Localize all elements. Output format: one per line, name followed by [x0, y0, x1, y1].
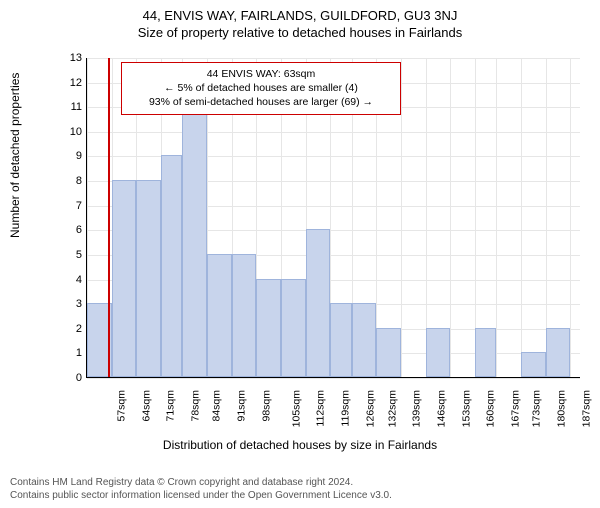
- y-tick: 7: [68, 200, 82, 212]
- histogram-bar: [112, 180, 137, 377]
- x-tick: 187sqm: [580, 390, 592, 427]
- x-tick: 98sqm: [260, 390, 272, 422]
- histogram-bar: [426, 328, 451, 377]
- x-tick: 153sqm: [460, 390, 472, 427]
- x-tick: 126sqm: [365, 390, 377, 427]
- marker-annotation: 44 ENVIS WAY: 63sqm ← 5% of detached hou…: [121, 62, 401, 115]
- gridline-v: [521, 58, 522, 377]
- annotation-line1: 44 ENVIS WAY: 63sqm: [128, 67, 394, 81]
- y-tick: 3: [68, 298, 82, 310]
- x-tick: 71sqm: [165, 390, 177, 422]
- gridline-h: [87, 378, 580, 379]
- x-tick: 139sqm: [411, 390, 423, 427]
- y-tick: 1: [68, 347, 82, 359]
- x-tick: 160sqm: [485, 390, 497, 427]
- x-tick: 146sqm: [435, 390, 447, 427]
- x-tick: 119sqm: [339, 390, 351, 427]
- plot-region: 44 ENVIS WAY: 63sqm ← 5% of detached hou…: [86, 58, 580, 378]
- histogram-bar: [521, 352, 546, 377]
- histogram-bar: [207, 254, 232, 377]
- x-tick: 57sqm: [116, 390, 128, 422]
- histogram-bar: [376, 328, 401, 377]
- footer-line2: Contains public sector information licen…: [10, 490, 392, 503]
- y-tick: 9: [68, 150, 82, 162]
- footer-line1: Contains HM Land Registry data © Crown c…: [10, 477, 392, 490]
- histogram-bar: [161, 155, 182, 377]
- address-title: 44, ENVIS WAY, FAIRLANDS, GUILDFORD, GU3…: [0, 8, 600, 23]
- y-tick: 11: [68, 101, 82, 113]
- x-tick: 180sqm: [555, 390, 567, 427]
- histogram-bar: [281, 279, 306, 377]
- attribution-footer: Contains HM Land Registry data © Crown c…: [10, 477, 392, 502]
- x-tick: 91sqm: [235, 390, 247, 422]
- x-tick: 173sqm: [531, 390, 543, 427]
- y-tick: 13: [68, 52, 82, 64]
- y-tick: 6: [68, 224, 82, 236]
- histogram-bar: [475, 328, 496, 377]
- x-axis-label: Distribution of detached houses by size …: [0, 438, 600, 452]
- y-tick: 8: [68, 175, 82, 187]
- x-tick: 167sqm: [510, 390, 522, 427]
- annotation-line2: ← 5% of detached houses are smaller (4): [128, 81, 394, 95]
- x-tick: 112sqm: [315, 390, 327, 427]
- y-tick: 10: [68, 126, 82, 138]
- histogram-bar: [330, 303, 351, 377]
- histogram-bar: [256, 279, 281, 377]
- y-tick: 12: [68, 77, 82, 89]
- x-tick: 105sqm: [291, 390, 303, 427]
- chart-area: 44 ENVIS WAY: 63sqm ← 5% of detached hou…: [50, 58, 580, 418]
- x-tick: 78sqm: [190, 390, 202, 422]
- gridline-v: [401, 58, 402, 377]
- y-tick: 5: [68, 249, 82, 261]
- x-tick: 132sqm: [386, 390, 398, 427]
- histogram-bar: [182, 106, 207, 377]
- histogram-bar: [546, 328, 571, 377]
- y-tick: 4: [68, 274, 82, 286]
- histogram-bar: [352, 303, 377, 377]
- histogram-bar: [232, 254, 257, 377]
- gridline-v: [570, 58, 571, 377]
- histogram-bar: [306, 229, 331, 377]
- y-tick: 0: [68, 372, 82, 384]
- annotation-line3: 93% of semi-detached houses are larger (…: [128, 95, 394, 109]
- x-tick: 64sqm: [140, 390, 152, 422]
- gridline-v: [496, 58, 497, 377]
- gridline-v: [450, 58, 451, 377]
- x-tick: 84sqm: [211, 390, 223, 422]
- y-axis-label: Number of detached properties: [8, 73, 22, 238]
- chart-subtitle: Size of property relative to detached ho…: [0, 25, 600, 40]
- property-marker-line: [108, 58, 110, 377]
- y-tick: 2: [68, 323, 82, 335]
- histogram-bar: [136, 180, 161, 377]
